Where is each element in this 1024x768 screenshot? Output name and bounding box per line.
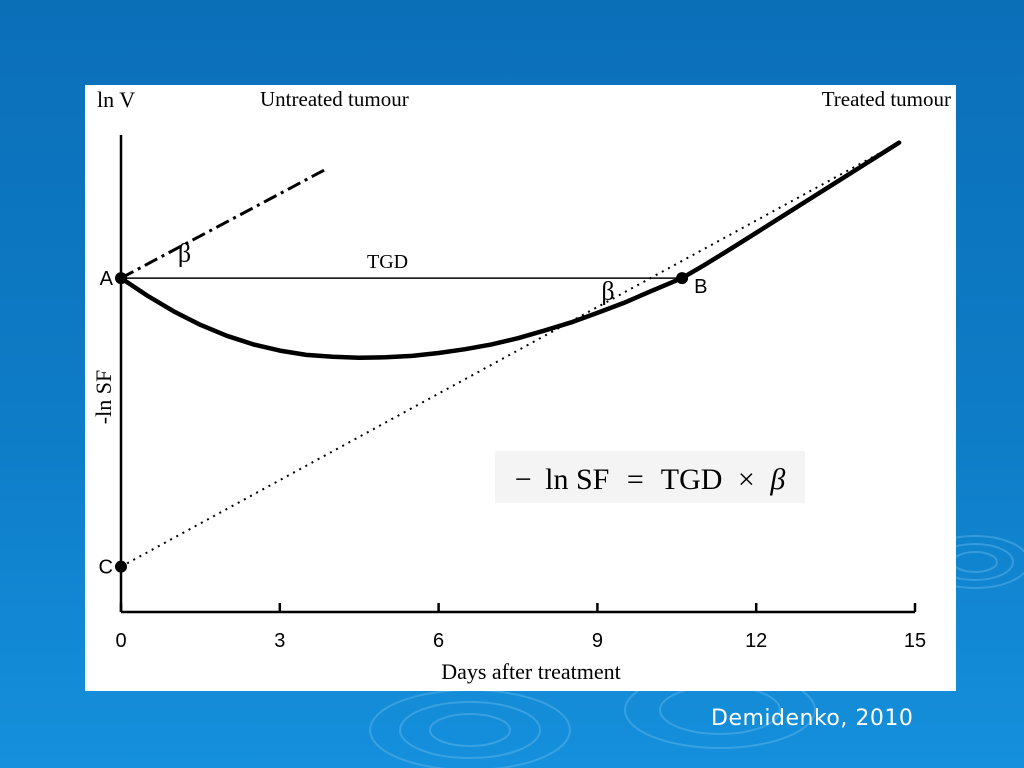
x-tick-label: 9 <box>592 630 603 652</box>
tgd-chart: 0 3 6 9 12 15 A B C ln V -ln SF Days after tr… <box>91 87 951 684</box>
citation-credit: Demidenko, 2010 <box>711 706 914 731</box>
tgd-label: TGD <box>367 251 408 273</box>
y-axis-side-label: -ln SF <box>91 370 116 424</box>
treated-tumour-curve <box>118 140 902 361</box>
equation-tgd: TGD <box>661 463 723 496</box>
x-tick-label: 3 <box>274 630 285 652</box>
equation-box <box>495 451 805 503</box>
point-a <box>115 272 127 285</box>
beta-angle-label-a: β <box>178 238 191 267</box>
untreated-tumour-line <box>120 167 329 280</box>
equation-minus: − <box>515 463 532 496</box>
point-c <box>115 560 127 573</box>
x-axis-label: Days after treatment <box>441 659 621 684</box>
equation: − ln SF = TGD × β <box>515 463 786 496</box>
beta-angle-label-b: β <box>601 277 614 306</box>
x-tick-label: 15 <box>904 630 926 652</box>
treated-legend-label: Treated tumour <box>822 87 951 111</box>
equation-times: × <box>738 463 755 496</box>
x-tick-label: 12 <box>745 630 767 652</box>
figure-panel: 0 3 6 9 12 15 A B C ln V -ln SF Days after tr… <box>85 85 956 691</box>
point-b <box>676 272 689 285</box>
equation-equals: = <box>627 463 644 496</box>
equation-beta: β <box>769 463 785 496</box>
x-tick-label: 0 <box>115 630 126 652</box>
x-tick-label: 6 <box>433 630 444 652</box>
untreated-legend-label: Untreated tumour <box>260 87 409 111</box>
point-a-label: A <box>100 268 114 290</box>
regrowth-asymptote-line <box>120 141 900 568</box>
y-axis-top-label: ln V <box>97 87 135 112</box>
equation-lhs: ln SF <box>545 463 609 496</box>
point-c-label: C <box>99 557 113 579</box>
point-b-label: B <box>694 276 707 298</box>
